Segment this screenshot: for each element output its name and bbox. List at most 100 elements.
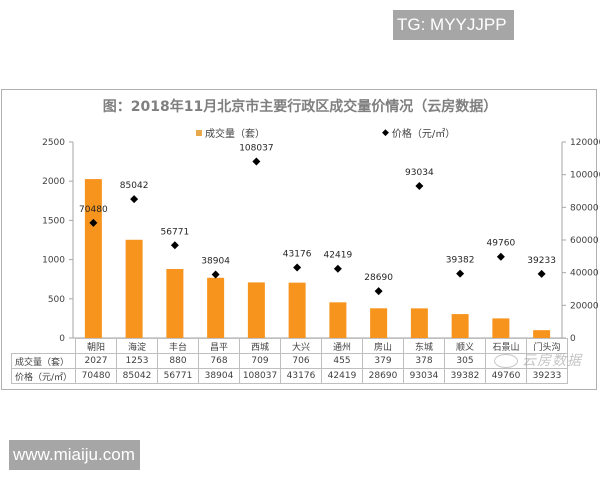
table-cell: 85042: [116, 368, 158, 384]
volume-row: 成交量（套） 2027 1253 880 768 709 706 455 379 378 305: [11, 353, 568, 369]
price-data-label: 39233: [527, 256, 556, 266]
price-diamond-marker: [537, 269, 546, 278]
table-cell: 378: [403, 353, 445, 369]
price-diamond-marker: [211, 270, 220, 279]
price-data-label: 85042: [120, 181, 149, 191]
table-cell: 305: [444, 353, 486, 369]
price-data-label: 93034: [405, 168, 434, 178]
left-axis-tick-label: 0: [59, 334, 65, 344]
price-data-label: 38904: [201, 256, 230, 266]
price-data-label: 70480: [79, 205, 108, 215]
table-cell: 38904: [198, 368, 240, 384]
bar-volume: [166, 269, 184, 338]
price-diamond-marker: [293, 263, 302, 272]
price-diamond-marker: [89, 218, 98, 227]
table-cell: 海淀: [116, 338, 158, 354]
table-cell: 朝阳: [75, 338, 117, 354]
table-cell: 1253: [116, 353, 158, 369]
price-diamond-marker: [496, 252, 505, 261]
table-cell: 709: [239, 353, 281, 369]
price-data-label: 56771: [161, 227, 190, 237]
bar-volume: [410, 308, 428, 338]
watermark-tag-top: TG: MYYJJPP: [393, 10, 514, 40]
price-data-label: 28690: [364, 273, 393, 283]
price-data-label: 43176: [283, 249, 312, 259]
bar-volume: [492, 318, 510, 338]
table-cell: 39382: [444, 368, 486, 384]
right-axis-tick-label: 120000: [570, 138, 600, 148]
table-cell: 108037: [239, 368, 281, 384]
price-data-label: 42419: [324, 251, 353, 261]
right-axis-tick-label: 80000: [570, 203, 599, 213]
table-cell: 西城: [239, 338, 281, 354]
right-axis-tick-label: 60000: [570, 236, 599, 246]
bar-swatch-icon: [196, 129, 202, 136]
price-diamond-marker: [374, 287, 383, 296]
table-cell: 768: [198, 353, 240, 369]
table-cell: 28690: [362, 368, 404, 384]
table-cell: 39233: [526, 368, 568, 384]
bar-volume: [84, 179, 102, 338]
table-cell: 43176: [280, 368, 322, 384]
chart-title: 图：2018年11月北京市主要行政区成交量价情况（云房数据）: [102, 99, 498, 115]
bar-volume: [451, 314, 469, 338]
table-cell: 门头沟: [526, 338, 568, 354]
table-cell: 706: [280, 353, 322, 369]
price-data-label: 49760: [487, 239, 516, 249]
left-axis-tick-label: 2500: [42, 138, 65, 148]
price-diamond-marker: [415, 182, 424, 191]
table-cell: 顺义: [444, 338, 486, 354]
bar-volume: [370, 308, 388, 338]
bar-volume: [125, 239, 143, 338]
table-cell: 70480: [75, 368, 117, 384]
table-cell: 大兴: [280, 338, 322, 354]
table-cell: 56771: [157, 368, 199, 384]
price-diamond-marker: [170, 241, 179, 250]
brand-watermark: 云房数据: [494, 350, 582, 370]
table-cell: 通州: [321, 338, 363, 354]
table-cell: 2027: [75, 353, 117, 369]
chat-bubble-icon: [494, 354, 518, 368]
row-header: 价格（元/㎡）: [11, 368, 76, 384]
table-cell: 880: [157, 353, 199, 369]
table-cell: 93034: [403, 368, 445, 384]
data-table: 朝阳 海淀 丰台 昌平 西城 大兴 通州 房山 东城 顺义 石景山 门头沟 成交量（套） 2027 1253…: [11, 338, 568, 384]
left-axis-tick-label: 1000: [42, 256, 65, 266]
left-axis-tick-label: 1500: [42, 216, 65, 226]
price-row: 价格（元/㎡） 70480 85042 56771 38904 108037 43176 42…: [11, 368, 568, 384]
price-data-label: 108037: [239, 144, 273, 154]
legend-item-price: ◆ 价格（元/㎡）: [382, 125, 456, 141]
table-cell: 455: [321, 353, 363, 369]
category-row: 朝阳 海淀 丰台 昌平 西城 大兴 通州 房山 东城 顺义 石景山 门头沟: [12, 338, 568, 354]
brand-watermark-text: 云房数据: [522, 353, 582, 369]
bar-volume: [533, 330, 551, 338]
table-cell: 49760: [485, 368, 527, 384]
legend-label-price: 价格（元/㎡）: [391, 129, 456, 140]
table-cell: 丰台: [157, 338, 199, 354]
bar-volume: [329, 302, 347, 338]
table-cell: 东城: [403, 338, 445, 354]
row-header: [12, 339, 76, 354]
row-header: 成交量（套）: [11, 353, 76, 369]
price-diamond-marker: [333, 264, 342, 273]
price-data-label: 39382: [446, 256, 475, 266]
left-axis-tick-label: 500: [48, 295, 65, 305]
price-diamond-marker: [130, 195, 139, 204]
left-axis-tick-label: 2000: [42, 177, 65, 187]
legend-item-volume: 成交量（套）: [196, 125, 265, 140]
bar-volume: [247, 282, 265, 338]
bar-volume: [288, 282, 306, 338]
table-cell: 379: [362, 353, 404, 369]
table-cell: 昌平: [198, 338, 240, 354]
table-cell: 42419: [321, 368, 363, 384]
right-axis-tick-label: 100000: [570, 171, 600, 181]
price-diamond-marker: [456, 269, 465, 278]
right-axis-tick-label: 20000: [570, 301, 599, 311]
right-axis-tick-label: 0: [570, 334, 576, 344]
price-diamond-marker: [252, 157, 261, 166]
diamond-marker-icon: ◆: [382, 127, 389, 138]
table-cell: 房山: [362, 338, 404, 354]
watermark-tag-bottom: www.miaiju.com: [9, 440, 140, 470]
legend-label-volume: 成交量（套）: [205, 129, 265, 140]
